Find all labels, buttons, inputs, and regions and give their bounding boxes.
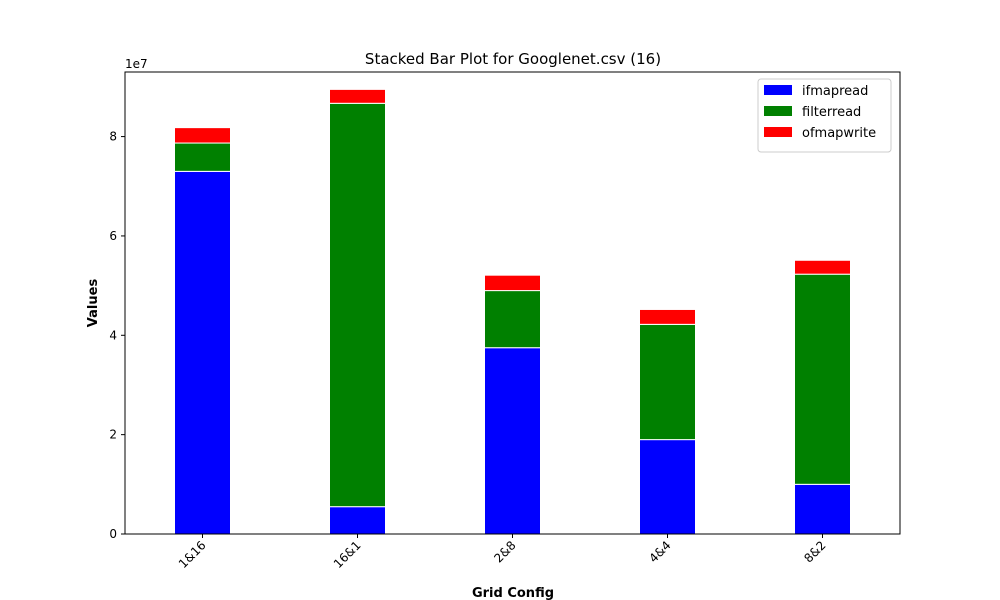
bar-filterread-1 xyxy=(329,102,386,508)
bar-ofmapwrite-2 xyxy=(484,274,541,292)
bar-ifmapread-2 xyxy=(484,347,541,535)
y-scale-label: 1e7 xyxy=(125,57,148,71)
bar-filterread-0 xyxy=(174,142,231,172)
bar-filterread-4 xyxy=(794,273,851,485)
legend-label-ifmapread: ifmapread xyxy=(802,84,868,99)
y-tick-label: 6 xyxy=(109,229,117,243)
x-tick-label: 4&4 xyxy=(646,538,673,565)
chart-title: Stacked Bar Plot for Googlenet.csv (16) xyxy=(365,50,661,68)
legend-label-filterread: filterread xyxy=(802,105,861,120)
x-axis-label: Grid Config xyxy=(472,586,554,600)
bar-ifmapread-3 xyxy=(639,439,696,535)
y-tick-label: 2 xyxy=(109,428,117,442)
y-tick-label: 0 xyxy=(109,527,117,541)
legend-swatch-ifmapread xyxy=(764,85,792,95)
y-tick-label: 8 xyxy=(109,130,117,144)
bar-ofmapwrite-3 xyxy=(639,308,696,325)
y-axis-label: Values xyxy=(86,279,101,328)
legend-swatch-ofmapwrite xyxy=(764,127,792,137)
bar-filterread-3 xyxy=(639,323,696,441)
bar-filterread-2 xyxy=(484,290,541,349)
bar-ofmapwrite-1 xyxy=(329,88,386,104)
bar-ofmapwrite-4 xyxy=(794,259,851,275)
y-tick-label: 4 xyxy=(109,328,117,342)
plot-frame xyxy=(124,71,901,535)
legend-label-ofmapwrite: ofmapwrite xyxy=(802,126,876,141)
bar-ifmapread-1 xyxy=(329,506,386,535)
legend-swatch-filterread xyxy=(764,106,792,116)
x-tick-label: 8&2 xyxy=(801,538,828,565)
x-tick-label: 2&8 xyxy=(491,538,518,565)
x-axis-ticks: 1&16 16&1 2&8 4&4 8&2 xyxy=(176,534,829,571)
bar-ifmapread-4 xyxy=(794,483,851,535)
x-tick-label: 1&16 xyxy=(176,538,209,571)
plot-area xyxy=(174,88,851,535)
legend: ifmapread filterread ofmapwrite xyxy=(757,78,892,153)
y-axis-ticks: 0 2 4 6 8 xyxy=(109,130,125,541)
bar-ofmapwrite-0 xyxy=(174,127,231,144)
bar-ifmapread-0 xyxy=(174,170,231,535)
x-tick-label: 16&1 xyxy=(331,538,364,571)
